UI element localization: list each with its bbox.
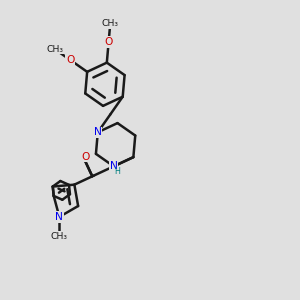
Text: CH₃: CH₃ <box>102 19 119 28</box>
Text: N: N <box>94 127 102 137</box>
Text: N: N <box>110 161 118 171</box>
Text: O: O <box>66 55 74 65</box>
Text: N: N <box>56 212 63 222</box>
Text: CH₃: CH₃ <box>51 232 68 241</box>
Text: CH₃: CH₃ <box>47 45 64 54</box>
Text: O: O <box>81 152 89 162</box>
Text: O: O <box>104 37 113 47</box>
Text: H: H <box>114 167 120 176</box>
